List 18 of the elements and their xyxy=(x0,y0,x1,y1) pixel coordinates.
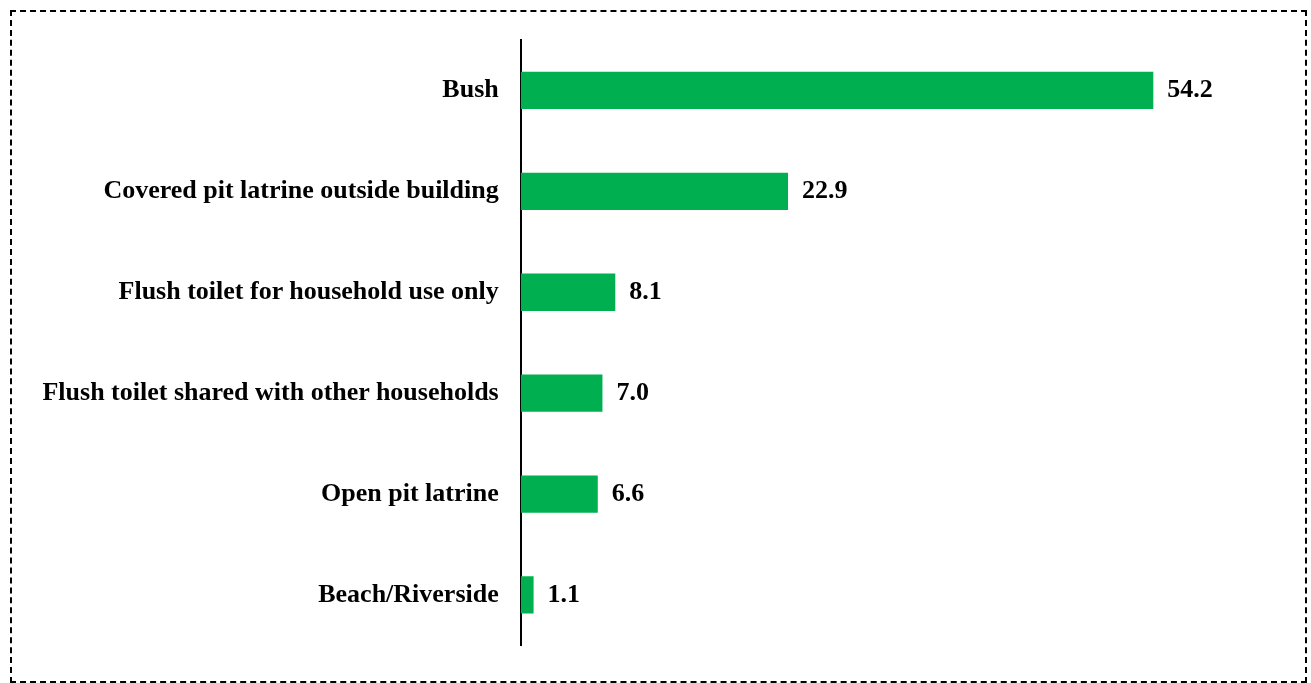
bar xyxy=(520,374,603,412)
bar xyxy=(520,576,534,614)
y-tick-label: Open pit latrine xyxy=(321,477,499,507)
data-label: 1.1 xyxy=(547,578,581,608)
data-label: 54.2 xyxy=(1167,74,1213,104)
bar xyxy=(520,475,598,513)
data-label: 22.9 xyxy=(802,175,848,205)
bar xyxy=(520,273,616,311)
y-tick-label: Beach/Riverside xyxy=(318,578,499,608)
y-tick-label: Covered pit latrine outside building xyxy=(103,175,499,205)
data-label: 6.6 xyxy=(611,477,645,507)
bar xyxy=(520,71,1154,110)
data-label: 8.1 xyxy=(629,275,662,305)
y-tick-label: Flush toilet for household use only xyxy=(118,275,499,305)
data-label: 7.0 xyxy=(616,376,649,406)
bar xyxy=(520,172,789,211)
y-tick-label: Bush xyxy=(442,74,500,104)
y-tick-label: Flush toilet shared with other households xyxy=(42,376,499,406)
